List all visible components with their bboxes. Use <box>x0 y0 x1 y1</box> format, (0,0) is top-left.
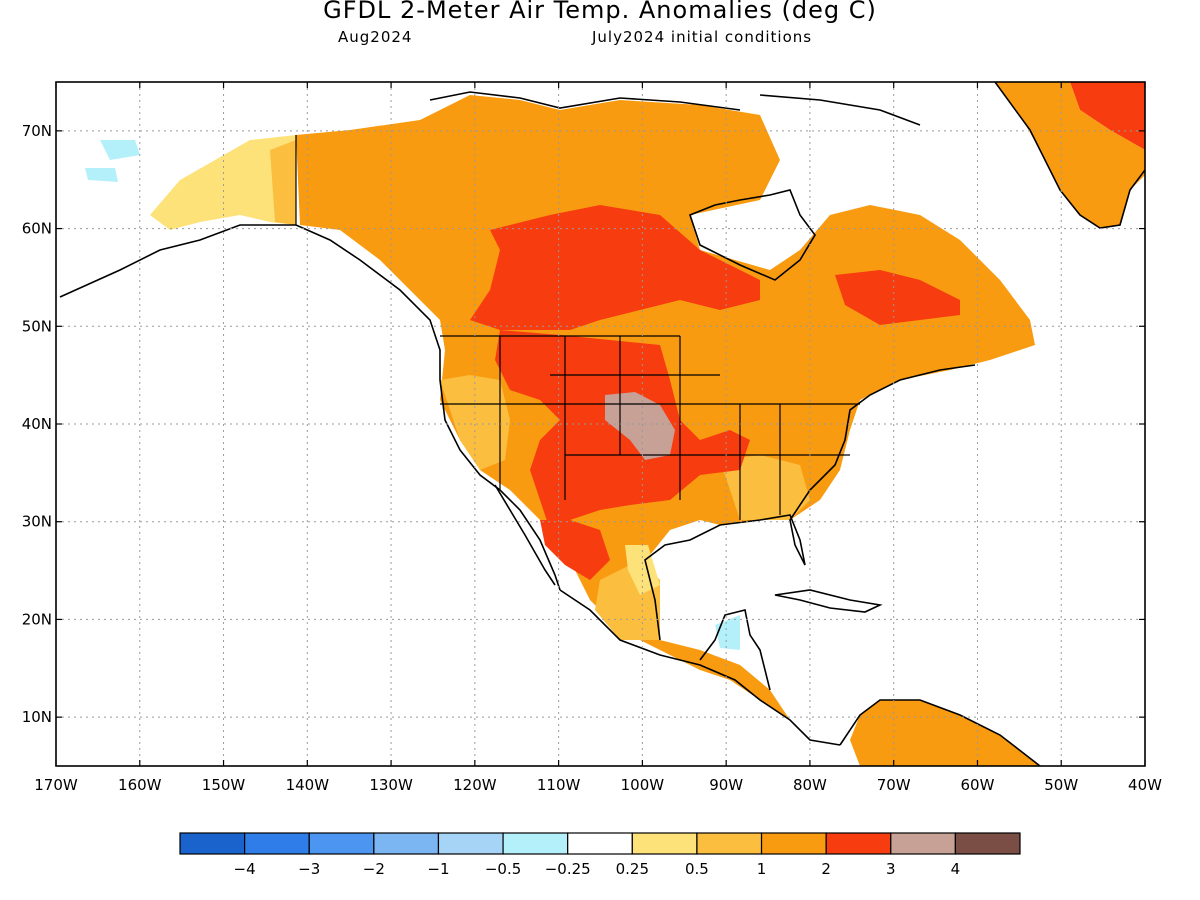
colorbar-swatch <box>954 832 1021 855</box>
colorbar-label: 1 <box>757 860 767 878</box>
longitude-label: 110W <box>537 776 581 794</box>
colorbar-label: 3 <box>886 860 896 878</box>
cuba-coastline <box>774 589 883 613</box>
colorbar-label: 4 <box>951 860 961 878</box>
latitude-label: 70N <box>22 122 52 140</box>
map-area <box>56 82 1145 766</box>
coastlines <box>59 82 1145 766</box>
colorbar-label: −3 <box>298 860 320 878</box>
greenland-coastline <box>994 82 1145 229</box>
initial-conditions-label: July2024 initial conditions <box>592 28 813 46</box>
colorbar-label: −0.25 <box>545 860 591 878</box>
colorbar-swatch <box>437 832 504 855</box>
colorbar-swatch <box>179 832 246 855</box>
colorbar-label: −1 <box>427 860 449 878</box>
colorbar-labels: −4 −3 −2 −1 −0.5 −0.25 0.25 0.5 1 2 3 4 <box>234 860 961 878</box>
mexico-red-anomaly <box>540 520 610 580</box>
alaska-blue-anomaly-2 <box>85 168 118 182</box>
longitude-label: 120W <box>453 776 497 794</box>
colorbar-swatch <box>373 832 440 855</box>
forecast-month: Aug2024 <box>338 28 413 46</box>
quebec-red-anomaly <box>835 270 960 325</box>
colorbar-label: −4 <box>234 860 256 878</box>
latitude-label: 50N <box>22 317 52 335</box>
longitude-label: 90W <box>709 776 743 794</box>
southeast-light-anomaly <box>720 455 810 520</box>
colorbar-swatch <box>825 832 892 855</box>
colorbar-label: 2 <box>821 860 831 878</box>
southwest-light-anomaly <box>440 375 510 470</box>
greenland-red-anomaly <box>1070 82 1145 150</box>
baja-coastline <box>494 484 556 586</box>
longitude-label: 50W <box>1044 776 1078 794</box>
latitude-label: 60N <box>22 220 52 238</box>
colorbar-label: 0.5 <box>685 860 709 878</box>
colorbar-swatch <box>631 832 698 855</box>
colorbar-swatch <box>696 832 763 855</box>
chart-title: GFDL 2-Meter Air Temp. Anomalies (deg C) <box>323 0 877 24</box>
colorbar-swatch <box>308 832 375 855</box>
longitude-label: 40W <box>1128 776 1162 794</box>
plains-taupe-anomaly <box>605 392 675 460</box>
longitude-label: 80W <box>793 776 827 794</box>
longitude-label: 70W <box>877 776 911 794</box>
longitude-label: 100W <box>621 776 665 794</box>
gridlines <box>56 82 1145 766</box>
colorbar-swatch <box>502 832 569 855</box>
longitude-label: 170W <box>34 776 78 794</box>
colorbar-label: −2 <box>363 860 385 878</box>
longitude-label: 60W <box>961 776 995 794</box>
colorbar-swatch <box>567 832 633 855</box>
alaska-anomaly <box>150 135 296 230</box>
latitude-label: 30N <box>22 513 52 531</box>
latitude-label: 40N <box>22 415 52 433</box>
latitude-label: 10N <box>22 708 52 726</box>
alaska-east-anomaly <box>270 140 296 225</box>
political-boundaries <box>295 135 860 520</box>
colorbar-swatch <box>244 832 310 855</box>
hudson-bay-coastline <box>689 189 816 281</box>
latitude-labels: 10N 20N 30N 40N 50N 60N 70N <box>22 122 52 726</box>
longitude-label: 130W <box>369 776 413 794</box>
alaska-blue-anomaly <box>100 140 140 160</box>
colorbar-swatch <box>890 832 956 855</box>
south-america-anomaly <box>850 700 1040 766</box>
central-canada-red-anomaly <box>470 205 760 330</box>
longitude-labels: 170W 160W 150W 140W 130W 120W 110W 100W 90W 80W 70… <box>34 776 1162 794</box>
latitude-label: 20N <box>22 610 52 628</box>
anomaly-shading <box>85 82 1145 766</box>
longitude-label: 160W <box>118 776 162 794</box>
greenland-orange-anomaly <box>995 82 1145 228</box>
colorbar <box>179 832 1021 855</box>
north-america-coastline <box>59 224 976 746</box>
axis-ticks <box>55 82 1146 766</box>
longitude-label: 140W <box>286 776 330 794</box>
colorbar-swatch <box>760 832 827 855</box>
arctic-islands-coastline <box>429 91 921 126</box>
colorbar-label: −0.5 <box>485 860 521 878</box>
longitude-label: 150W <box>202 776 246 794</box>
colorbar-label: 0.25 <box>616 860 649 878</box>
south-america-coastline <box>839 699 1041 766</box>
